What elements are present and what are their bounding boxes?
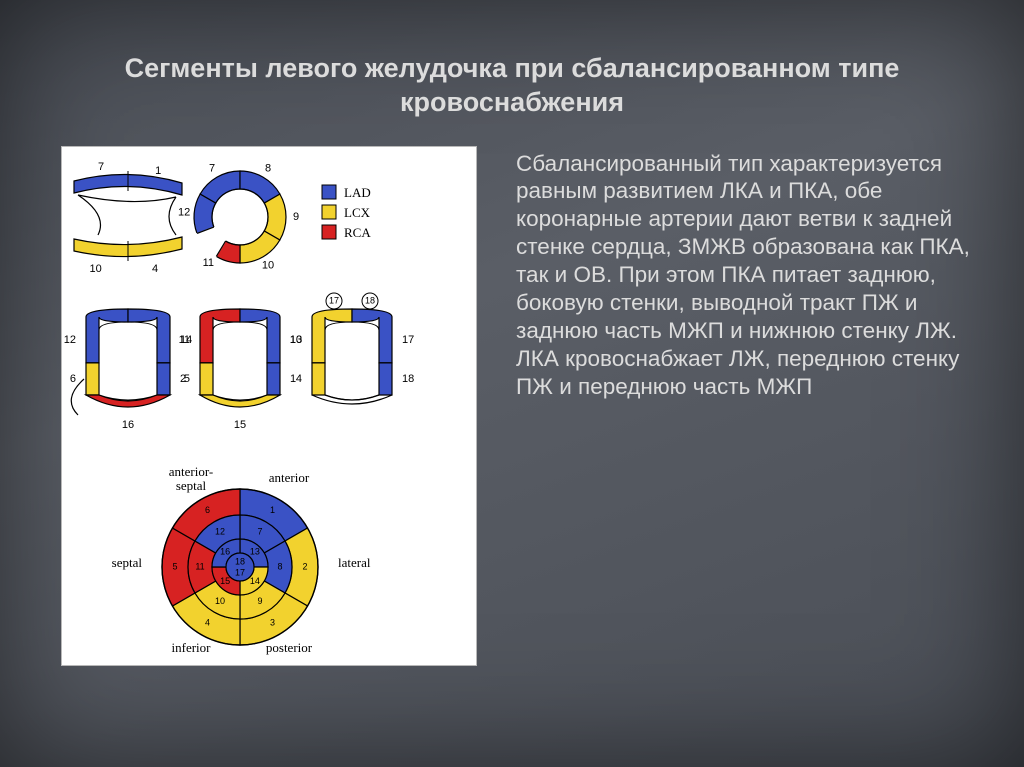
svg-text:anterior-: anterior- xyxy=(169,464,214,479)
svg-text:5: 5 xyxy=(184,372,190,384)
svg-text:15: 15 xyxy=(234,418,246,430)
svg-text:16: 16 xyxy=(122,418,134,430)
svg-text:septal: septal xyxy=(176,478,207,493)
svg-text:4: 4 xyxy=(205,617,210,627)
svg-text:1: 1 xyxy=(155,164,161,176)
svg-text:LCX: LCX xyxy=(344,205,371,220)
svg-text:17: 17 xyxy=(235,567,245,577)
segment-diagram-box: LADLCXRCA7110491011127812614216115131151… xyxy=(61,146,477,666)
svg-text:septal: septal xyxy=(112,555,143,570)
svg-text:17: 17 xyxy=(329,295,339,305)
svg-text:1: 1 xyxy=(270,505,275,515)
svg-text:11: 11 xyxy=(179,333,190,345)
svg-text:6: 6 xyxy=(205,505,210,515)
svg-text:RCA: RCA xyxy=(344,225,371,240)
svg-text:15: 15 xyxy=(220,576,230,586)
svg-text:8: 8 xyxy=(265,162,271,174)
svg-text:7: 7 xyxy=(209,162,215,174)
svg-text:18: 18 xyxy=(365,295,375,305)
svg-text:4: 4 xyxy=(152,262,158,274)
svg-text:4: 4 xyxy=(296,372,302,384)
svg-text:12: 12 xyxy=(215,526,225,536)
svg-text:11: 11 xyxy=(195,561,204,571)
svg-text:LAD: LAD xyxy=(344,185,371,200)
figure-column: LADLCXRCA7110491011127812614216115131151… xyxy=(54,146,484,728)
svg-text:18: 18 xyxy=(235,556,245,566)
svg-text:inferior: inferior xyxy=(172,639,212,654)
svg-text:10: 10 xyxy=(262,259,274,271)
svg-text:anterior: anterior xyxy=(269,470,310,485)
slide-content: Сегменты левого желудочка при сбалансиро… xyxy=(0,0,1024,767)
svg-text:9: 9 xyxy=(257,596,262,606)
slide-title: Сегменты левого желудочка при сбалансиро… xyxy=(72,52,952,120)
svg-text:13: 13 xyxy=(250,546,260,556)
svg-text:6: 6 xyxy=(70,372,76,384)
svg-text:14: 14 xyxy=(250,576,260,586)
slide-body-row: LADLCXRCA7110491011127812614216115131151… xyxy=(54,146,970,728)
svg-text:3: 3 xyxy=(270,617,275,627)
svg-text:5: 5 xyxy=(172,561,177,571)
svg-text:7: 7 xyxy=(98,160,104,172)
svg-text:10: 10 xyxy=(89,262,101,274)
svg-text:18: 18 xyxy=(402,372,414,384)
svg-text:10: 10 xyxy=(215,596,225,606)
svg-text:7: 7 xyxy=(257,526,262,536)
svg-text:16: 16 xyxy=(220,546,230,556)
svg-text:9: 9 xyxy=(293,210,299,222)
segment-diagram-svg: LADLCXRCA7110491011127812614216115131151… xyxy=(62,147,478,667)
description-text: Сбалансированный тип характеризуется рав… xyxy=(516,146,970,728)
svg-text:17: 17 xyxy=(402,333,414,345)
svg-text:2: 2 xyxy=(302,561,307,571)
svg-text:posterior: posterior xyxy=(266,639,313,654)
svg-text:10: 10 xyxy=(290,333,302,345)
svg-text:8: 8 xyxy=(277,561,282,571)
svg-text:12: 12 xyxy=(64,333,76,345)
svg-text:12: 12 xyxy=(178,206,190,218)
svg-text:11: 11 xyxy=(203,257,214,269)
svg-text:lateral: lateral xyxy=(338,555,371,570)
